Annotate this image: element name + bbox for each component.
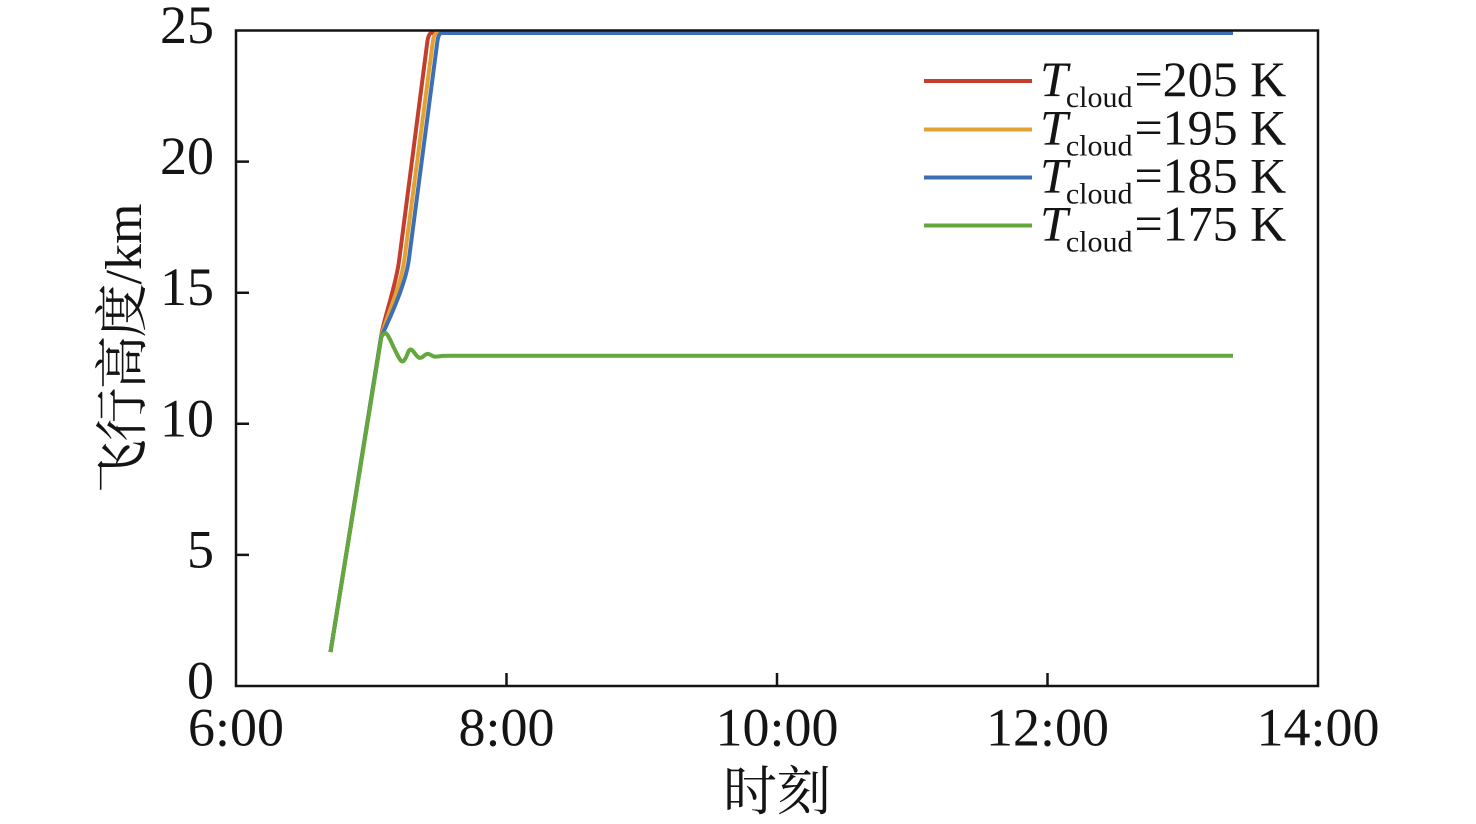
- svg-text:20: 20: [160, 126, 214, 186]
- svg-text:6:00: 6:00: [188, 698, 284, 758]
- svg-text:Tcloud=185 K: Tcloud=185 K: [1040, 148, 1286, 211]
- svg-text:Tcloud=205 K: Tcloud=205 K: [1040, 51, 1286, 114]
- svg-text:Tcloud=175 K: Tcloud=175 K: [1040, 196, 1286, 259]
- svg-text:Tcloud=195 K: Tcloud=195 K: [1040, 100, 1286, 163]
- svg-text:/km: /km: [96, 204, 153, 285]
- svg-text:14:00: 14:00: [1256, 698, 1379, 758]
- svg-text:25: 25: [160, 0, 214, 55]
- svg-text:8:00: 8:00: [458, 698, 554, 758]
- svg-text:15: 15: [160, 257, 214, 317]
- svg-text:12:00: 12:00: [986, 698, 1109, 758]
- svg-text:0: 0: [187, 651, 214, 711]
- svg-text:10: 10: [160, 388, 214, 448]
- svg-text:10:00: 10:00: [715, 698, 838, 758]
- svg-text:5: 5: [187, 519, 214, 579]
